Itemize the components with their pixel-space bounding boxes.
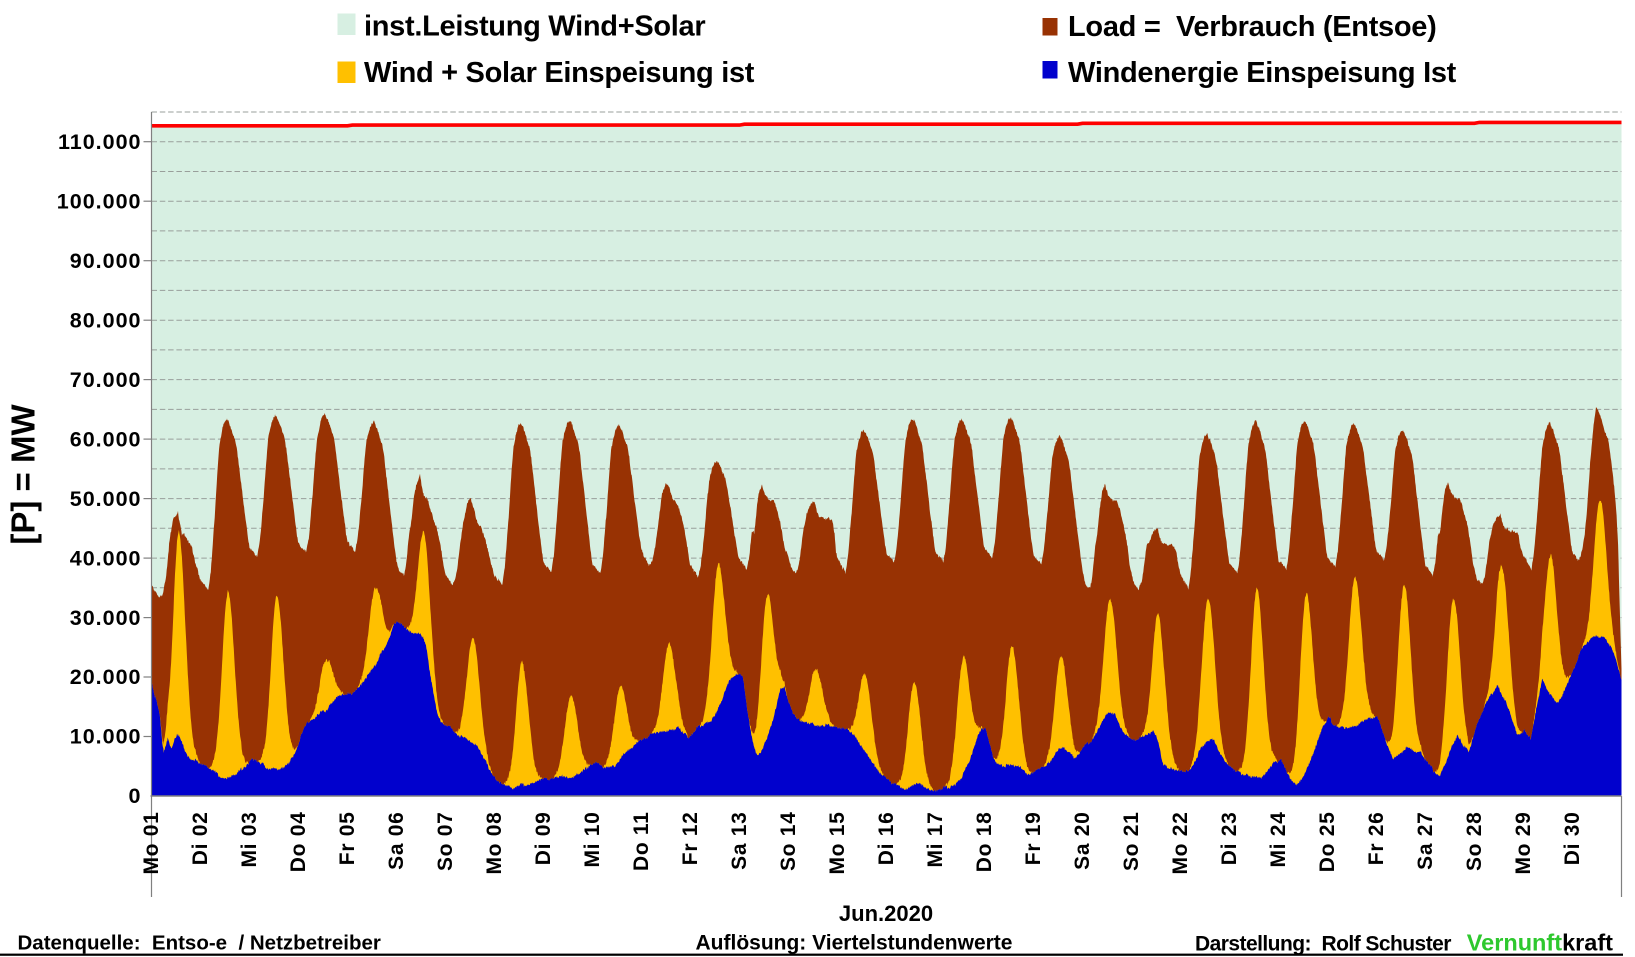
- svg-text:Di 16: Di 16: [875, 812, 898, 866]
- svg-text:Sa 06: Sa 06: [385, 812, 408, 870]
- svg-text:Do 18: Do 18: [973, 812, 996, 873]
- svg-text:Mi 03: Mi 03: [238, 812, 261, 868]
- svg-text:Sa 13: Sa 13: [728, 812, 751, 870]
- svg-text:Fr 26: Fr 26: [1365, 812, 1388, 866]
- svg-text:Do 11: Do 11: [630, 812, 653, 872]
- svg-text:Mi 24: Mi 24: [1267, 812, 1290, 868]
- svg-text:Fr 19: Fr 19: [1022, 812, 1045, 866]
- svg-text:Mi 17: Mi 17: [924, 812, 947, 868]
- svg-text:Di 23: Di 23: [1218, 812, 1241, 866]
- svg-text:Darstellung: Rolf Schuster: Darstellung: Rolf Schuster Vernunftkraft: [1195, 929, 1613, 955]
- svg-text:Di 02: Di 02: [189, 812, 212, 866]
- svg-text:Mo 22: Mo 22: [1169, 812, 1192, 875]
- svg-text:So 14: So 14: [777, 812, 800, 872]
- svg-text:Datenquelle: Entso-e / Netzb: Datenquelle: Entso-e / Netzbetreiber: [18, 932, 381, 955]
- svg-text:110.000: 110.000: [58, 130, 142, 154]
- svg-text:Di 09: Di 09: [532, 812, 555, 866]
- svg-text:70.000: 70.000: [70, 368, 142, 392]
- svg-text:Do 25: Do 25: [1316, 812, 1339, 873]
- svg-text:60.000: 60.000: [70, 427, 142, 451]
- svg-text:Sa 20: Sa 20: [1071, 812, 1094, 870]
- svg-text:90.000: 90.000: [70, 249, 142, 273]
- svg-text:Auflösung: Viertelstundenwerte: Auflösung: Viertelstundenwerte: [696, 932, 1013, 955]
- svg-text:80.000: 80.000: [70, 308, 142, 332]
- svg-text:Wind + Solar Einspeisung ist: Wind + Solar Einspeisung ist: [364, 57, 755, 89]
- svg-text:Fr 05: Fr 05: [336, 812, 359, 866]
- svg-text:Mi 10: Mi 10: [581, 812, 604, 868]
- svg-text:So 21: So 21: [1120, 812, 1143, 872]
- svg-text:30.000: 30.000: [70, 606, 142, 630]
- svg-text:50.000: 50.000: [70, 487, 142, 511]
- svg-text:Fr 12: Fr 12: [679, 812, 702, 866]
- svg-text:Jun.2020: Jun.2020: [839, 901, 933, 926]
- svg-text:[P] = MW: [P] = MW: [5, 404, 42, 545]
- svg-text:Mo 15: Mo 15: [826, 812, 849, 875]
- svg-text:40.000: 40.000: [70, 546, 142, 570]
- svg-text:Mo 29: Mo 29: [1512, 812, 1535, 875]
- svg-text:0: 0: [129, 784, 142, 808]
- svg-text:Do 04: Do 04: [287, 812, 310, 873]
- svg-text:Sa 27: Sa 27: [1414, 812, 1437, 870]
- svg-text:20.000: 20.000: [70, 665, 142, 689]
- svg-text:100.000: 100.000: [57, 189, 142, 213]
- svg-text:inst.Leistung Wind+Solar: inst.Leistung Wind+Solar: [364, 11, 705, 43]
- svg-text:Mo 08: Mo 08: [483, 812, 506, 875]
- svg-text:So 07: So 07: [434, 812, 457, 872]
- svg-text:10.000: 10.000: [70, 725, 142, 749]
- svg-text:Di 30: Di 30: [1561, 812, 1584, 866]
- svg-text:So 28: So 28: [1463, 812, 1486, 872]
- svg-text:Load = Verbrauch (Entsoe): Load = Verbrauch (Entsoe): [1068, 11, 1436, 43]
- svg-text:Mo 01: Mo 01: [140, 812, 163, 875]
- svg-text:Windenergie Einspeisung Ist: Windenergie Einspeisung Ist: [1068, 57, 1457, 89]
